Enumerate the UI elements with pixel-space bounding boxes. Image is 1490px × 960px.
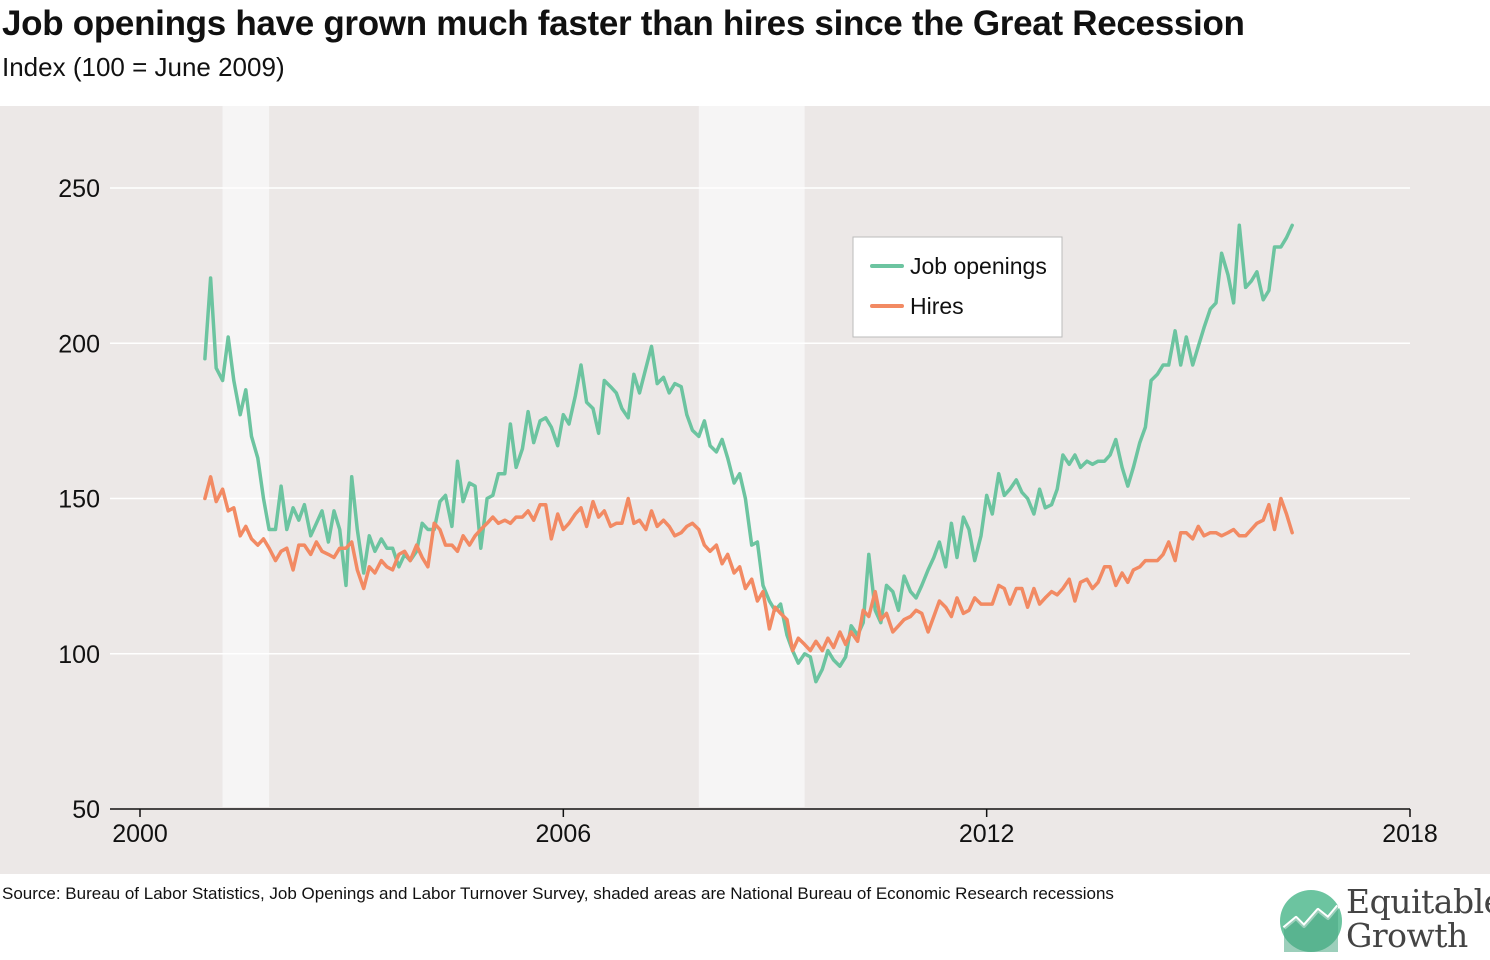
rising-line-circle-icon [1280, 890, 1342, 952]
logo-word-equitable: Equitable [1346, 882, 1490, 921]
series-line-job-openings [203, 223, 1294, 684]
chart-subtitle: Index (100 = June 2009) [2, 52, 285, 82]
series-lines [203, 223, 1294, 684]
equitable-growth-logo: Equitable Growth [1278, 884, 1490, 954]
x-tick-label-2006: 2006 [536, 820, 592, 848]
recession-band-1 [222, 106, 270, 807]
gridlines [110, 187, 1410, 655]
y-tick-label-250: 250 [58, 175, 100, 203]
x-tick-label-2012: 2012 [959, 820, 1015, 848]
chart-title: Job openings have grown much faster than… [2, 4, 1245, 43]
axes: 50 100 150 200 250 2000 2006 2012 2018 [58, 175, 1438, 848]
legend-label-job-openings: Job openings [910, 253, 1047, 279]
y-tick-label-150: 150 [58, 486, 100, 514]
logo-word-growth: Growth [1346, 916, 1468, 955]
legend-box [852, 236, 1063, 338]
y-tick-label-200: 200 [58, 330, 100, 358]
x-tick-label-2000: 2000 [112, 820, 168, 848]
legend-label-hires: Hires [910, 293, 964, 319]
y-tick-label-100: 100 [58, 641, 100, 669]
legend: Job openings Hires [852, 236, 1063, 338]
recession-band-2 [698, 106, 805, 807]
y-tick-label-50: 50 [72, 796, 100, 824]
x-tick-label-2018: 2018 [1382, 820, 1438, 848]
source-note: Source: Bureau of Labor Statistics, Job … [2, 884, 1114, 903]
series-line-hires [203, 475, 1294, 653]
recession-shading [222, 106, 805, 807]
